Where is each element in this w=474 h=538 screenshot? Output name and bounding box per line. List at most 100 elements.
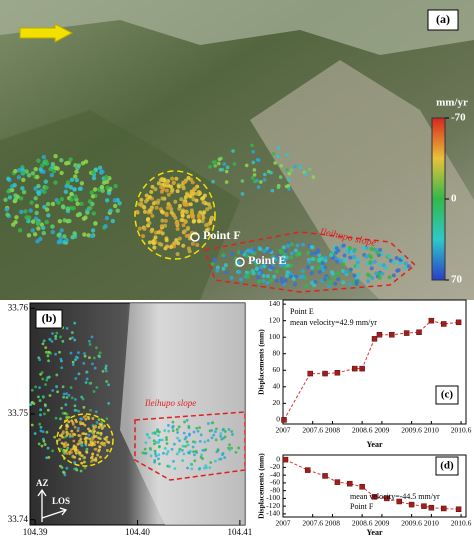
insar-point xyxy=(182,229,187,234)
insar-point xyxy=(36,226,41,231)
panel-label-box xyxy=(435,385,459,405)
insar-point xyxy=(63,473,67,477)
insar-point xyxy=(230,446,233,450)
insar-point xyxy=(86,233,91,238)
insar-point xyxy=(65,326,69,330)
insar-point xyxy=(38,386,41,389)
insar-point xyxy=(386,253,391,258)
insar-point xyxy=(163,218,168,223)
insar-point xyxy=(103,224,108,229)
insar-point xyxy=(200,219,205,224)
insar-point xyxy=(354,279,359,284)
insar-point xyxy=(309,271,314,276)
insar-point xyxy=(320,279,325,284)
insar-point xyxy=(91,175,97,181)
insar-point xyxy=(367,253,372,258)
insar-point xyxy=(60,204,66,209)
insar-point xyxy=(183,219,188,224)
insar-point xyxy=(88,342,92,346)
insar-point xyxy=(254,267,259,272)
insar-point xyxy=(285,270,290,275)
insar-point xyxy=(172,442,176,446)
data-point xyxy=(359,484,365,490)
insar-point xyxy=(349,250,354,255)
insar-point xyxy=(169,207,174,212)
insar-point xyxy=(81,422,85,425)
insar-point xyxy=(178,203,183,208)
insar-point xyxy=(65,466,69,470)
insar-point xyxy=(262,249,267,254)
insar-point xyxy=(74,398,77,401)
insar-point xyxy=(183,202,188,207)
insar-point xyxy=(364,254,369,259)
insar-point xyxy=(171,180,176,185)
insar-point xyxy=(284,273,289,278)
insar-point xyxy=(89,408,92,412)
insar-point xyxy=(216,448,220,452)
data-point xyxy=(384,495,390,502)
point-f-zone xyxy=(56,413,114,467)
insar-point xyxy=(208,429,212,433)
insar-point xyxy=(60,406,64,410)
insar-point xyxy=(77,434,81,437)
insar-point xyxy=(278,259,283,264)
insar-point xyxy=(82,232,87,237)
insar-point xyxy=(197,467,201,471)
insar-point xyxy=(145,217,150,222)
insar-point xyxy=(334,246,339,251)
insar-point xyxy=(53,435,57,439)
insar-point xyxy=(85,370,88,374)
insar-point xyxy=(144,193,149,198)
insar-point xyxy=(169,184,174,189)
insar-point xyxy=(239,250,244,255)
insar-point xyxy=(348,245,353,250)
insar-point xyxy=(214,438,218,442)
insar-point xyxy=(73,174,78,179)
insar-point xyxy=(377,275,382,280)
insar-point xyxy=(96,453,100,457)
insar-point xyxy=(208,466,212,470)
insar-point xyxy=(175,189,180,194)
x-tick-label: 2008 xyxy=(325,426,340,435)
insar-point xyxy=(34,203,40,209)
data-point xyxy=(428,504,435,511)
data-point xyxy=(347,480,353,487)
insar-point xyxy=(155,200,160,205)
insar-point xyxy=(232,162,237,166)
insar-point xyxy=(190,467,194,471)
insar-point xyxy=(284,249,289,254)
insar-point xyxy=(101,369,105,373)
insar-point xyxy=(186,466,189,470)
insar-point xyxy=(251,149,256,154)
y-tick-label: -80 xyxy=(270,485,280,494)
insar-point xyxy=(103,437,107,440)
insar-point xyxy=(84,381,88,384)
insar-point xyxy=(91,437,95,441)
insar-point xyxy=(143,199,148,204)
insar-point xyxy=(92,356,96,360)
insar-point xyxy=(77,409,81,413)
insar-point xyxy=(62,471,66,475)
insar-point xyxy=(195,243,200,248)
insar-point xyxy=(171,426,174,429)
insar-point xyxy=(301,242,306,247)
insar-point xyxy=(170,176,175,181)
annotation: mean velocity=42.9 mm/yr xyxy=(290,318,377,327)
insar-point xyxy=(194,449,198,453)
insar-point xyxy=(62,395,66,399)
insar-point xyxy=(147,220,152,225)
insar-point xyxy=(147,240,152,245)
insar-point xyxy=(105,435,109,439)
insar-point xyxy=(364,245,369,250)
insar-point xyxy=(46,376,50,380)
insar-point xyxy=(214,427,218,431)
x-tick-label: 2007 xyxy=(276,519,291,528)
insar-point xyxy=(306,265,311,270)
panel-label-box xyxy=(435,456,459,476)
insar-point xyxy=(165,438,168,442)
insar-point xyxy=(176,436,179,440)
insar-point xyxy=(172,460,175,463)
insar-point xyxy=(335,259,340,264)
insar-point xyxy=(51,332,54,335)
